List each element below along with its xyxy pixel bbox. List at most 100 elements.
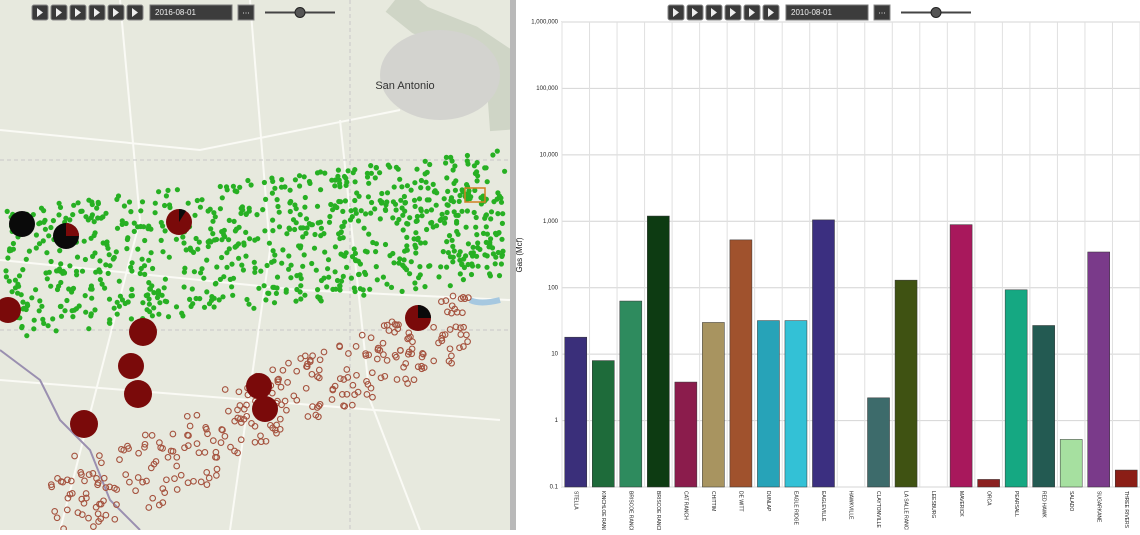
well-ring	[139, 478, 146, 486]
well-dot	[266, 240, 272, 246]
more-button[interactable]	[237, 4, 255, 21]
chart-panel: Gas (Mcf) 2010-08-01... 0.1 1 10 100 1,000 10…	[515, 0, 1140, 535]
date-picker[interactable]	[149, 4, 233, 21]
well-ring	[285, 359, 292, 367]
well-ring	[446, 345, 454, 353]
well-ring	[352, 343, 360, 350]
playback-icon	[113, 8, 119, 17]
date-picker[interactable]	[785, 4, 869, 21]
well-ring	[190, 477, 197, 485]
slider-thumb[interactable]	[930, 7, 942, 18]
well-dot	[408, 187, 414, 193]
well-dot	[329, 177, 335, 183]
well-dot	[270, 217, 276, 223]
well-dot	[390, 250, 396, 257]
well-ring	[203, 425, 210, 433]
well-dot	[199, 197, 205, 203]
well-ring	[435, 339, 442, 347]
well-dot	[298, 296, 304, 302]
well-ring	[290, 392, 298, 400]
well-dot	[43, 270, 49, 276]
well-ring	[248, 420, 255, 427]
well-ring	[193, 440, 201, 447]
well-dot	[75, 200, 81, 206]
well-ring	[212, 453, 219, 461]
well-dot	[129, 260, 135, 266]
well-ring	[340, 402, 347, 410]
well-dot	[441, 196, 447, 202]
well-dot	[241, 242, 247, 248]
well-dot	[318, 225, 324, 231]
splitter[interactable]	[510, 0, 516, 530]
pie-marker	[252, 396, 278, 422]
well-dot	[255, 236, 261, 242]
well-dot	[475, 263, 481, 269]
well-ring	[293, 396, 301, 404]
well-ring	[204, 430, 211, 438]
well-dot	[103, 262, 109, 268]
well-ring	[367, 384, 375, 392]
well-dot	[355, 218, 362, 224]
well-dot	[146, 296, 152, 302]
well-ring	[349, 381, 357, 389]
well-dot	[89, 295, 95, 301]
well-dot	[56, 200, 62, 206]
well-dot	[385, 162, 391, 168]
y-tick-label: 1,000,000	[531, 20, 558, 26]
well-dot	[124, 236, 130, 243]
pie-markers	[0, 208, 431, 438]
well-dot	[467, 195, 473, 202]
well-ring	[96, 500, 103, 508]
well-dot	[407, 271, 413, 277]
playback-icon	[75, 8, 81, 17]
bar	[784, 320, 808, 488]
well-dot	[492, 261, 498, 267]
x-tick-label: SUGARKANE	[1095, 491, 1101, 523]
well-dot	[95, 215, 101, 221]
well-dot	[337, 287, 343, 293]
x-tick-label: MAVERICK	[958, 491, 964, 517]
well-dot	[194, 197, 200, 204]
well-dot	[272, 185, 278, 191]
well-ring	[59, 478, 67, 486]
county-line	[0, 0, 510, 530]
well-dot	[82, 293, 88, 299]
well-dot	[36, 308, 42, 314]
well-ring	[407, 333, 414, 341]
well-dot	[413, 218, 419, 224]
well-dot	[399, 184, 405, 190]
well-ring	[338, 391, 346, 398]
well-ring	[302, 384, 310, 392]
well-dot	[500, 211, 506, 217]
well-dot	[146, 301, 152, 307]
well-dot	[224, 264, 230, 270]
slider-thumb[interactable]	[294, 7, 306, 18]
x-tick-label: EAGLEVILLE	[820, 491, 826, 522]
well-ring	[203, 469, 211, 476]
x-tick-label: DE WITT	[738, 491, 744, 512]
well-dot	[338, 278, 345, 284]
well-dot	[465, 161, 471, 167]
well-ring	[405, 334, 413, 342]
well-dot	[10, 240, 16, 247]
y-tick-label: 1,000	[543, 219, 559, 225]
well-ring	[405, 329, 413, 337]
well-ring	[457, 324, 464, 332]
well-dot	[436, 274, 442, 280]
well-ring	[197, 478, 205, 486]
well-dot	[251, 305, 257, 311]
well-ring	[113, 486, 121, 493]
well-dot	[498, 199, 505, 205]
well-dot	[298, 283, 304, 289]
well-dot	[298, 243, 304, 249]
more-button[interactable]	[873, 4, 891, 21]
pie-slice	[418, 305, 431, 318]
well-dot	[483, 239, 489, 245]
well-dot	[286, 266, 292, 272]
well-ring	[71, 452, 78, 460]
well-ring	[449, 292, 457, 300]
bar	[647, 215, 670, 488]
well-ring	[315, 402, 323, 410]
well-dot	[419, 213, 425, 219]
well-ring	[315, 413, 322, 421]
